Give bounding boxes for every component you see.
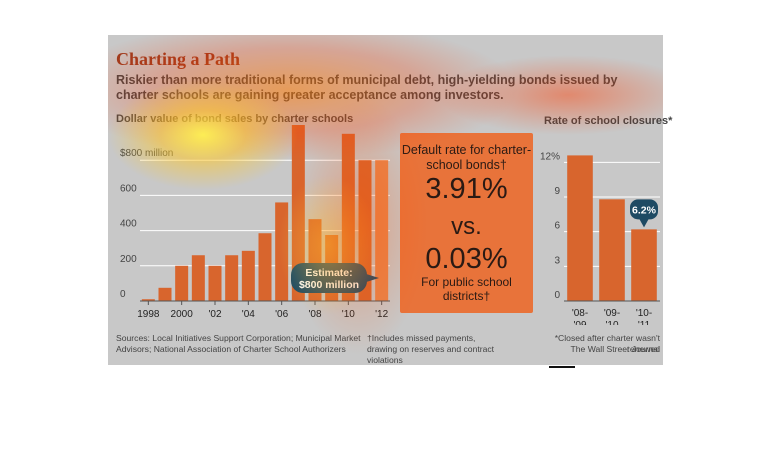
versus-label: vs. <box>451 213 482 240</box>
y-tick-label: 400 <box>120 219 137 230</box>
x-tick-label: '08- <box>572 308 588 319</box>
bar <box>631 229 657 301</box>
x-tick-label: '11 <box>638 320 651 325</box>
infographic-title: Charting a Path <box>116 49 241 69</box>
x-tick-label: '10 <box>342 309 355 320</box>
y-tick-label: $800 million <box>120 148 173 159</box>
bar <box>158 287 172 301</box>
closure-callout-pointer <box>639 218 649 228</box>
bar <box>175 265 189 301</box>
bar <box>241 250 255 301</box>
bar <box>275 202 289 301</box>
bond-sales-chart-title: Dollar value of bond sales by charter sc… <box>116 113 354 125</box>
y-tick-label: 6 <box>554 221 560 232</box>
closures-chart: 12% 9 6 3 0 '08-'09 '09-'10 '10-'11 6.2% <box>540 151 660 325</box>
charter-default-rate: 3.91% <box>425 173 508 205</box>
x-tick-label: 1998 <box>137 309 160 320</box>
bar <box>567 155 593 301</box>
credit-line: The Wall Street Journal <box>570 344 660 354</box>
bar <box>208 265 222 301</box>
underline-mark <box>549 366 575 368</box>
default-rate-box: Default rate for charter-school bonds† 3… <box>400 133 533 313</box>
bar <box>599 199 625 301</box>
bar <box>375 160 389 301</box>
x-tick-label: '02 <box>208 309 221 320</box>
x-tick-label: '08 <box>308 309 321 320</box>
closure-value-label: 6.2% <box>632 204 657 216</box>
y-tick-label: 12% <box>540 151 560 162</box>
x-tick-label: '09 <box>573 320 586 325</box>
x-tick-label: '10- <box>636 308 652 319</box>
x-tick-label: '04 <box>242 309 255 320</box>
y-tick-label: 0 <box>120 289 126 300</box>
y-tick-label: 600 <box>120 183 137 194</box>
public-default-rate: 0.03% <box>425 243 508 275</box>
bar <box>191 255 205 301</box>
infographic-subtitle: Riskier than more traditional forms of m… <box>116 73 618 102</box>
sources-note: Sources: Local Initiatives Support Corpo… <box>116 333 361 354</box>
x-tick-label: '09- <box>604 308 620 319</box>
y-tick-label: 9 <box>554 186 560 197</box>
y-tick-label: 0 <box>554 290 560 301</box>
x-tick-label: 2000 <box>171 309 194 320</box>
bar <box>225 255 239 301</box>
bar <box>258 233 272 301</box>
public-rate-label: For public school districts† <box>421 275 512 303</box>
dagger-footnote: †Includes missed payments, drawing on re… <box>367 333 495 365</box>
x-tick-label: '12 <box>375 309 388 320</box>
infographic-panel: Charting a Path Riskier than more tradit… <box>108 35 672 365</box>
y-tick-label: 200 <box>120 254 137 265</box>
estimate-label: Estimate: <box>305 267 352 279</box>
x-tick-label: '10 <box>605 320 618 325</box>
y-tick-label: 3 <box>554 255 560 266</box>
x-tick-label: '06 <box>275 309 288 320</box>
default-rate-heading: Default rate for charter-school bonds† <box>401 143 532 172</box>
estimate-value: $800 million <box>299 279 359 291</box>
